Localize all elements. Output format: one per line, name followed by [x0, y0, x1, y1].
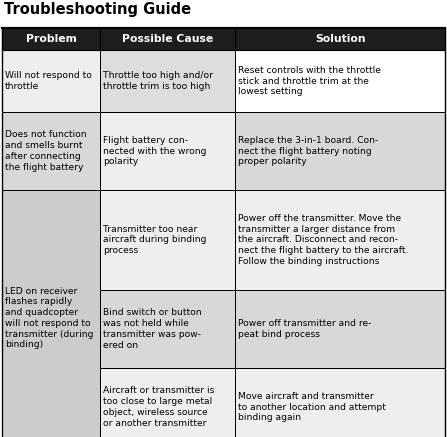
Text: Aircraft or transmitter is
too close to large metal
object, wireless source
or a: Aircraft or transmitter is too close to … [103, 386, 215, 428]
Text: Bind switch or button
was not held while
transmitter was pow-
ered on: Bind switch or button was not held while… [103, 309, 202, 350]
Bar [2, 190, 100, 437]
Text: Will not respond to
throttle: Will not respond to throttle [5, 71, 92, 91]
Bar [236, 112, 445, 190]
Text: Flight battery con-
nected with the wrong
polarity: Flight battery con- nected with the wron… [103, 136, 207, 166]
Bar [100, 290, 236, 368]
Bar [236, 290, 445, 368]
Text: Does not function
and smells burnt
after connecting
the flight battery: Does not function and smells burnt after… [5, 130, 87, 172]
Bar [2, 50, 100, 112]
Text: Troubleshooting Guide: Troubleshooting Guide [4, 2, 191, 17]
Text: Replace the 3-in-1 board. Con-
nect the flight battery noting
proper polarity: Replace the 3-in-1 board. Con- nect the … [238, 136, 379, 166]
Bar [2, 28, 445, 50]
Bar [100, 368, 236, 437]
Text: Throttle too high and/or
throttle trim is too high: Throttle too high and/or throttle trim i… [103, 71, 213, 91]
Bar [236, 190, 445, 290]
Bar [236, 368, 445, 437]
Text: Move aircraft and transmitter
to another location and attempt
binding again: Move aircraft and transmitter to another… [238, 392, 386, 422]
Bar [100, 50, 236, 112]
Text: Solution: Solution [315, 34, 366, 44]
Bar [2, 112, 100, 190]
Bar [100, 112, 236, 190]
Bar [236, 50, 445, 112]
Text: Power off the transmitter. Move the
transmitter a larger distance from
the aircr: Power off the transmitter. Move the tran… [238, 214, 409, 266]
Text: LED on receiver
flashes rapidly
and quadcopter
will not respond to
transmitter (: LED on receiver flashes rapidly and quad… [5, 287, 93, 349]
Text: Transmitter too near
aircraft during binding
process: Transmitter too near aircraft during bin… [103, 225, 207, 255]
Text: Possible Cause: Possible Cause [122, 34, 214, 44]
Text: Power off transmitter and re-
peat bind process: Power off transmitter and re- peat bind … [238, 319, 372, 339]
Text: Reset controls with the throttle
stick and throttle trim at the
lowest setting: Reset controls with the throttle stick a… [238, 66, 381, 96]
Bar [100, 190, 236, 290]
Text: Problem: Problem [26, 34, 76, 44]
